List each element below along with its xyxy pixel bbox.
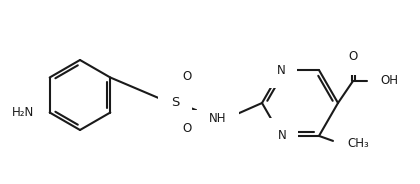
Text: CH₃: CH₃: [347, 137, 369, 150]
Text: NH: NH: [209, 112, 227, 125]
Text: OH: OH: [380, 75, 398, 88]
Text: N: N: [277, 64, 285, 77]
Text: H₂N: H₂N: [11, 106, 34, 119]
Text: S: S: [171, 95, 179, 109]
Text: O: O: [182, 121, 192, 135]
Text: O: O: [182, 70, 192, 82]
Text: O: O: [348, 50, 357, 63]
Text: N: N: [278, 129, 286, 142]
